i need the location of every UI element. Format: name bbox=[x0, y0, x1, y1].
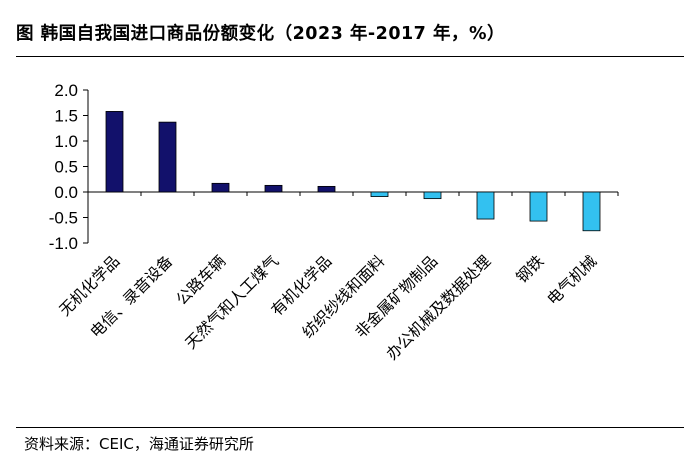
y-tick-label: -0.5 bbox=[49, 209, 78, 228]
y-tick-label: 2.0 bbox=[54, 81, 78, 100]
bar bbox=[105, 111, 124, 193]
source-note: 资料来源：CEIC，海通证券研究所 bbox=[24, 435, 254, 453]
bar bbox=[529, 191, 548, 222]
bar bbox=[264, 184, 283, 193]
source-rule bbox=[16, 427, 684, 428]
bar bbox=[317, 185, 336, 193]
y-tick-label: -1.0 bbox=[49, 234, 78, 253]
title-rule bbox=[16, 56, 684, 57]
x-category-label: 天然气和人工煤气 bbox=[182, 252, 282, 352]
chart-title: 图 韩国自我国进口商品份额变化（2023 年-2017 年，%） bbox=[16, 24, 505, 44]
bar bbox=[423, 191, 442, 200]
x-category-label: 电气机械 bbox=[544, 252, 601, 309]
bar bbox=[158, 121, 177, 193]
bar bbox=[370, 191, 389, 197]
y-tick-label: 1.5 bbox=[54, 107, 78, 126]
bar bbox=[476, 191, 495, 220]
x-category-label: 办公机械及数据处理 bbox=[383, 252, 494, 363]
y-tick-label: 0.5 bbox=[54, 158, 78, 177]
y-tick-label: 1.0 bbox=[54, 132, 78, 151]
y-tick-label: 0.0 bbox=[54, 183, 78, 202]
x-category-label: 钢铁 bbox=[513, 252, 548, 287]
bar bbox=[582, 191, 601, 232]
bar bbox=[211, 182, 230, 193]
